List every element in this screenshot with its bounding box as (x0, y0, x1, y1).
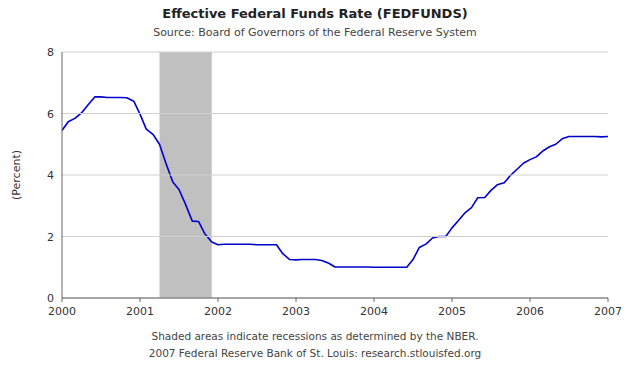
x-tick (452, 298, 453, 302)
x-tick-label: 2007 (594, 305, 622, 318)
y-axis (62, 52, 63, 298)
subtitle: Source: Board of Governors of the Federa… (153, 26, 477, 39)
x-tick (296, 298, 297, 302)
y-axis-label: (Percent) (10, 150, 23, 200)
grid-line (62, 175, 608, 176)
grid-line (62, 113, 608, 114)
chart: Effective Federal Funds Rate (FEDFUNDS) S… (0, 0, 630, 378)
x-tick (374, 298, 375, 302)
y-tick-label: 0 (47, 292, 54, 305)
footer-note: 2007 Federal Reserve Bank of St. Louis: … (149, 347, 481, 359)
y-tick-label: 6 (47, 108, 54, 121)
title: Effective Federal Funds Rate (FEDFUNDS) (162, 6, 467, 21)
grid-line (62, 236, 608, 237)
x-tick (140, 298, 141, 302)
grid-line (62, 298, 608, 299)
footer-note: Shaded areas indicate recessions as dete… (152, 330, 479, 342)
y-tick-label: 4 (47, 169, 54, 182)
x-tick-label: 2004 (360, 305, 388, 318)
plot-area (62, 52, 608, 298)
x-tick (608, 298, 609, 302)
x-tick-label: 2006 (516, 305, 544, 318)
grid-line (62, 52, 608, 53)
y-tick-label: 2 (47, 231, 54, 244)
x-tick (218, 298, 219, 302)
x-tick (530, 298, 531, 302)
y-tick-label: 8 (47, 46, 54, 59)
x-tick-label: 2000 (48, 305, 76, 318)
x-tick-label: 2003 (282, 305, 310, 318)
x-tick-label: 2005 (438, 305, 466, 318)
x-tick-label: 2001 (126, 305, 154, 318)
x-tick (62, 298, 63, 302)
x-axis (62, 298, 608, 299)
x-tick-label: 2002 (204, 305, 232, 318)
series-line (62, 97, 608, 267)
